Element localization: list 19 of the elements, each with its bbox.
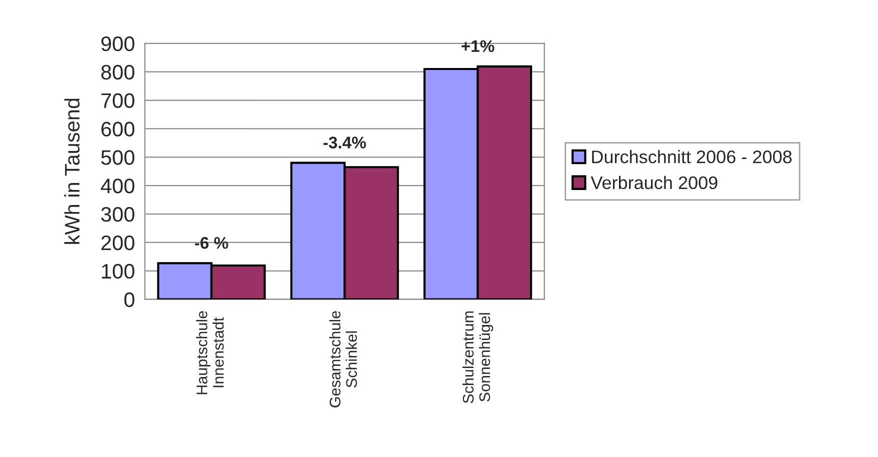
y-tick-label: 900 bbox=[101, 36, 134, 52]
y-tick-label: 300 bbox=[101, 207, 134, 222]
y-tick-label: 100 bbox=[102, 264, 134, 279]
y-tick-label: 700 bbox=[101, 93, 134, 108]
x-tick-label: Gesamtschule Schinkel bbox=[329, 311, 357, 408]
y-axis-title: kWh in Tausend bbox=[64, 98, 80, 244]
y-tick-label: 400 bbox=[100, 178, 134, 194]
y-tick-label: 0 bbox=[124, 292, 134, 308]
x-tick-label: Hauptschule Innenstadt bbox=[196, 311, 224, 394]
y-tick-label: 200 bbox=[101, 235, 134, 250]
legend-label: Verbrauch 2009 bbox=[590, 176, 718, 190]
annotation: +1% bbox=[462, 40, 494, 52]
y-tick-label: 600 bbox=[101, 122, 134, 136]
y-tick-label: 800 bbox=[101, 64, 134, 80]
annotation: -3.4% bbox=[324, 136, 366, 148]
legend-label: Durchschnitt 2006 - 2008 bbox=[592, 150, 792, 164]
y-tick-label: 500 bbox=[101, 150, 134, 165]
annotation: -6 % bbox=[194, 237, 228, 249]
x-tick-label: Schulzentrum Sonnenhügel bbox=[462, 311, 494, 404]
